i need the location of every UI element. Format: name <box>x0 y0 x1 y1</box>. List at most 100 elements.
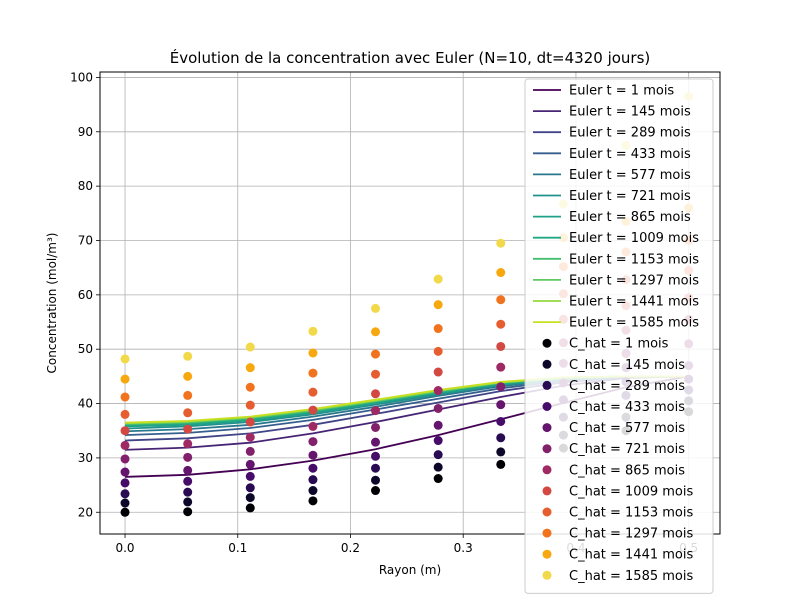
chat-point <box>371 486 381 496</box>
chat-point <box>496 416 506 426</box>
chat-point <box>245 459 255 469</box>
legend-marker-swatch <box>542 570 552 580</box>
chat-point <box>371 422 381 432</box>
chat-point <box>433 274 443 284</box>
chat-point <box>433 346 443 356</box>
chat-point <box>183 390 193 400</box>
chat-point <box>371 369 381 379</box>
legend-label: Euler t = 1009 mois <box>569 231 699 246</box>
chat-point <box>308 348 318 358</box>
chat-point <box>245 417 255 427</box>
legend-label: C_hat = 289 mois <box>569 379 685 394</box>
chat-point <box>245 471 255 481</box>
chat-point <box>496 447 506 457</box>
chat-point <box>245 483 255 493</box>
chat-point <box>308 405 318 415</box>
chat-point <box>371 349 381 359</box>
chat-point <box>308 486 318 496</box>
chart-title: Évolution de la concentration avec Euler… <box>170 48 651 67</box>
legend-marker-swatch <box>542 465 552 475</box>
chat-point <box>183 465 193 475</box>
chat-point <box>433 367 443 377</box>
chat-point <box>496 295 506 305</box>
legend-label: C_hat = 1009 mois <box>569 484 693 499</box>
legend-marker-swatch <box>542 359 552 369</box>
chat-point <box>120 426 130 436</box>
legend-label: C_hat = 865 mois <box>569 463 685 478</box>
legend-label: Euler t = 1585 mois <box>569 316 699 331</box>
chat-point <box>120 354 130 364</box>
chat-point <box>433 420 443 430</box>
legend-label: C_hat = 1441 mois <box>569 548 693 563</box>
chat-point <box>496 268 506 278</box>
legend-marker-swatch <box>542 338 552 348</box>
chat-point <box>371 303 381 313</box>
x-tick-label: 0.2 <box>341 541 360 555</box>
chat-point <box>120 454 130 464</box>
legend-label: Euler t = 289 mois <box>569 126 691 141</box>
chat-point <box>496 319 506 329</box>
chat-point <box>245 400 255 410</box>
legend-label: C_hat = 1297 mois <box>569 527 693 542</box>
y-tick-label: 60 <box>78 288 93 302</box>
chat-point <box>496 382 506 392</box>
chat-point <box>183 497 193 507</box>
y-tick-label: 90 <box>78 125 93 139</box>
chat-point <box>496 400 506 410</box>
chat-point <box>183 371 193 381</box>
legend-label: C_hat = 577 mois <box>569 421 685 436</box>
y-tick-label: 20 <box>78 505 93 519</box>
chat-point <box>371 463 381 473</box>
chat-point <box>371 437 381 447</box>
legend-label: C_hat = 1 mois <box>569 337 669 352</box>
chat-point <box>496 362 506 372</box>
chat-point <box>120 409 130 419</box>
chat-point <box>183 476 193 486</box>
x-tick-label: 0.0 <box>115 541 134 555</box>
chat-point <box>183 424 193 434</box>
chat-point <box>433 403 443 413</box>
chat-point <box>245 493 255 503</box>
legend-label: Euler t = 865 mois <box>569 210 691 225</box>
chat-point <box>183 487 193 497</box>
y-tick-label: 40 <box>78 397 93 411</box>
chat-point <box>183 351 193 361</box>
chat-point <box>433 436 443 446</box>
chat-point <box>308 368 318 378</box>
legend-marker-swatch <box>542 528 552 538</box>
chat-point <box>371 327 381 337</box>
legend-label: C_hat = 721 mois <box>569 442 685 457</box>
y-tick-label: 50 <box>78 342 93 356</box>
legend-marker-swatch <box>542 380 552 390</box>
chat-point <box>371 406 381 416</box>
plot-frame <box>99 71 721 535</box>
chat-point <box>308 450 318 460</box>
legend-label: C_hat = 1153 mois <box>569 506 693 521</box>
chat-point <box>496 459 506 469</box>
chat-point <box>245 363 255 373</box>
x-tick-label: 0.3 <box>454 541 473 555</box>
chat-point <box>433 462 443 472</box>
legend-label: C_hat = 433 mois <box>569 400 685 415</box>
chat-point <box>245 342 255 352</box>
legend-label: Euler t = 1 mois <box>569 84 674 99</box>
chat-point <box>496 238 506 248</box>
legend-marker-swatch <box>542 423 552 433</box>
chat-point <box>120 507 130 517</box>
legend-label: Euler t = 145 mois <box>569 105 691 120</box>
chat-point <box>120 467 130 477</box>
legend: Euler t = 1 mois Euler t = 145 mois Euler … <box>524 78 714 594</box>
chat-point <box>371 475 381 485</box>
y-axis-label: Concentration (mol/m³) <box>45 233 59 374</box>
legend-marker-swatch <box>542 549 552 559</box>
chat-point <box>308 463 318 473</box>
chat-point <box>496 433 506 443</box>
legend-label: Euler t = 1153 mois <box>569 252 699 267</box>
legend-marker-swatch <box>542 444 552 454</box>
chat-point <box>183 439 193 449</box>
chat-point <box>120 374 130 384</box>
chat-point <box>433 386 443 396</box>
chat-point <box>120 440 130 450</box>
chat-point <box>183 452 193 462</box>
chat-point <box>371 451 381 461</box>
